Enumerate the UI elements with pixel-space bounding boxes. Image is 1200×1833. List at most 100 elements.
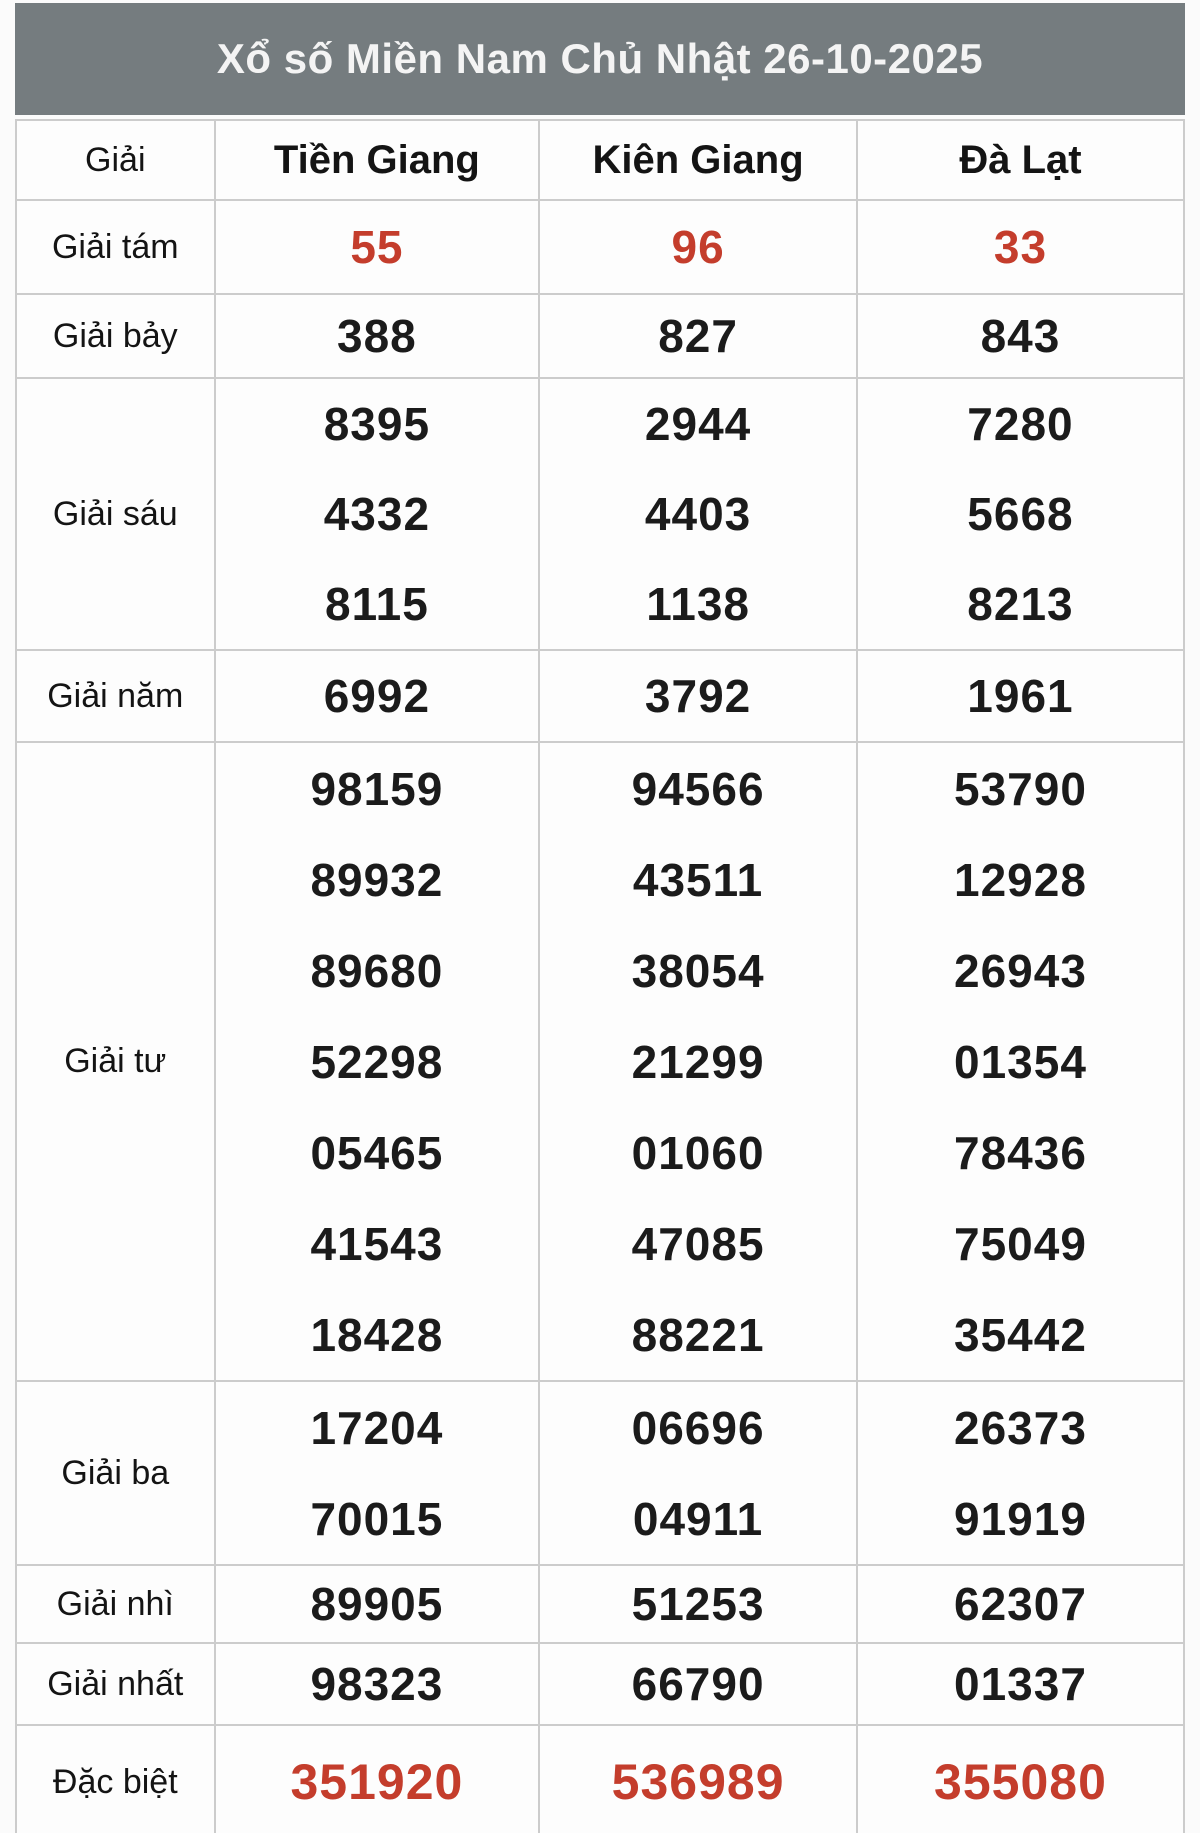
lottery-number: 62307 [954, 1578, 1087, 1630]
lottery-number: 6992 [323, 670, 431, 722]
lottery-number: 41543 [310, 1217, 444, 1270]
lottery-number: 05465 [310, 1126, 444, 1179]
table-header-row: Giải Tiền Giang Kiên Giang Đà Lạt [15, 119, 1186, 201]
lottery-number: 2944 [644, 398, 752, 450]
lottery-number: 01337 [954, 1658, 1087, 1710]
lottery-number: 17204 [310, 1401, 444, 1454]
lottery-number: 91919 [954, 1492, 1087, 1545]
lottery-number: 89905 [310, 1578, 444, 1630]
lottery-number: 98159 [310, 762, 444, 815]
result-cell: 96 [538, 199, 858, 295]
result-cell: 06696 04911 [538, 1380, 858, 1566]
result-cell: 388 [213, 293, 541, 379]
lottery-number: 827 [658, 310, 738, 362]
lottery-number: 04911 [632, 1492, 764, 1545]
prize-label: Giải bảy [15, 293, 216, 379]
lottery-number: 3792 [644, 670, 752, 722]
result-cell: 8395 4332 8115 [213, 377, 541, 651]
result-cell: 843 [855, 293, 1186, 379]
result-cell: 33 [855, 199, 1186, 295]
lottery-number: 388 [337, 310, 417, 362]
prize-label: Giải tư [15, 741, 216, 1382]
result-cell: 62307 [855, 1564, 1186, 1644]
lottery-number: 4403 [644, 488, 752, 540]
lottery-number: 26943 [954, 944, 1087, 997]
result-cell: 7280 5668 8213 [855, 377, 1186, 651]
prize-label: Giải ba [15, 1380, 216, 1566]
prize-label: Giải năm [15, 649, 216, 743]
lottery-number: 89932 [310, 853, 444, 906]
result-cell: 98323 [213, 1642, 541, 1726]
result-cell: 351920 [213, 1724, 541, 1833]
result-cell: 827 [538, 293, 858, 379]
lottery-number: 18428 [310, 1308, 444, 1361]
table-row-dac-biet: Đặc biệt 351920 536989 355080 [15, 1724, 1186, 1833]
column-header-da-lat: Đà Lạt [855, 119, 1186, 201]
lottery-number: 1138 [646, 578, 750, 630]
lottery-number: 75049 [954, 1217, 1087, 1270]
result-cell: 6992 [213, 649, 541, 743]
lottery-number: 06696 [631, 1401, 765, 1454]
prize-label: Giải nhất [15, 1642, 216, 1726]
prize-label: Đặc biệt [15, 1724, 216, 1833]
lottery-number: 01060 [631, 1126, 765, 1179]
table-row-giai-tu: Giải tư 98159 89932 89680 52298 05465 41… [15, 741, 1186, 1382]
result-cell: 1961 [855, 649, 1186, 743]
result-cell: 355080 [855, 1724, 1186, 1833]
table-row-giai-nhat: Giải nhất 98323 66790 01337 [15, 1642, 1186, 1726]
lottery-number: 5668 [967, 488, 1074, 540]
lottery-number: 01354 [954, 1035, 1087, 1088]
result-cell: 26373 91919 [855, 1380, 1186, 1566]
result-cell: 94566 43511 38054 21299 01060 47085 8822… [538, 741, 858, 1382]
result-cell: 89905 [213, 1564, 541, 1644]
result-cell: 3792 [538, 649, 858, 743]
column-header-tien-giang: Tiền Giang [213, 119, 541, 201]
result-cell: 17204 70015 [213, 1380, 541, 1566]
prize-label: Giải nhì [15, 1564, 216, 1644]
lottery-number: 47085 [631, 1217, 765, 1270]
result-cell: 98159 89932 89680 52298 05465 41543 1842… [213, 741, 541, 1382]
table-row-giai-nam: Giải năm 6992 3792 1961 [15, 649, 1186, 743]
lottery-number: 7280 [967, 398, 1074, 450]
lottery-number: 843 [980, 310, 1061, 362]
result-cell: 66790 [538, 1642, 858, 1726]
lottery-number: 52298 [310, 1035, 444, 1088]
result-cell: 2944 4403 1138 [538, 377, 858, 651]
result-cell: 55 [213, 199, 541, 295]
lottery-number: 51253 [631, 1578, 765, 1630]
prize-label: Giải tám [15, 199, 216, 295]
results-table: Giải Tiền Giang Kiên Giang Đà Lạt Giải t… [15, 119, 1186, 1833]
lottery-number: 53790 [954, 762, 1087, 815]
lottery-number: 355080 [934, 1754, 1107, 1810]
column-header-prize: Giải [15, 119, 216, 201]
lottery-number: 35442 [954, 1308, 1087, 1361]
lottery-number: 8213 [967, 578, 1074, 630]
prize-label: Giải sáu [15, 377, 216, 651]
lottery-number: 8395 [323, 398, 431, 450]
lottery-number: 43511 [632, 853, 764, 906]
lottery-number: 98323 [310, 1658, 444, 1710]
lottery-number: 94566 [631, 762, 765, 815]
lottery-number: 33 [993, 221, 1048, 273]
lottery-number: 26373 [954, 1401, 1087, 1454]
result-cell: 53790 12928 26943 01354 78436 75049 3544… [855, 741, 1186, 1382]
lottery-number: 89680 [310, 944, 444, 997]
result-cell: 536989 [538, 1724, 858, 1833]
lottery-number: 88221 [631, 1308, 765, 1361]
lottery-number: 8115 [325, 578, 429, 630]
lottery-number: 70015 [310, 1492, 444, 1545]
column-header-kien-giang: Kiên Giang [538, 119, 858, 201]
lottery-number: 55 [350, 221, 404, 273]
table-row-giai-tam: Giải tám 55 96 33 [15, 199, 1186, 295]
lottery-number: 66790 [631, 1658, 765, 1710]
result-cell: 51253 [538, 1564, 858, 1644]
lottery-number: 1961 [967, 670, 1074, 722]
table-row-giai-ba: Giải ba 17204 70015 06696 04911 26373 91… [15, 1380, 1186, 1566]
lottery-number: 78436 [954, 1126, 1087, 1179]
lottery-number: 4332 [323, 488, 431, 540]
page-title: Xổ số Miền Nam Chủ Nhật 26-10-2025 [15, 3, 1185, 115]
lottery-number: 38054 [631, 944, 765, 997]
lottery-number: 536989 [611, 1754, 785, 1810]
lottery-number: 351920 [290, 1754, 464, 1810]
